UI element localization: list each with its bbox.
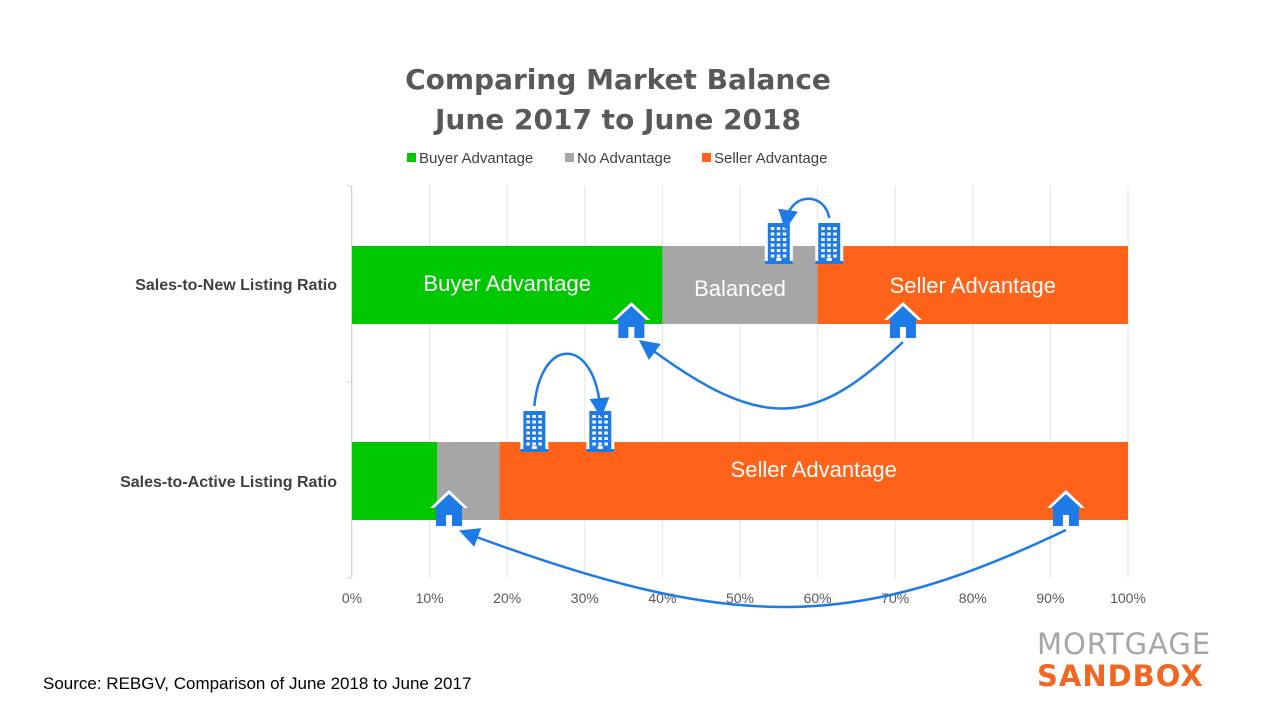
mortgage-sandbox-logo: MORTGAGE SANDBOX — [1037, 628, 1222, 692]
bar-segment — [352, 442, 438, 520]
house-icon — [1046, 490, 1085, 526]
house-icon — [883, 302, 922, 338]
house-icon — [430, 490, 468, 526]
bar-segment — [352, 246, 663, 324]
x-tick-label: 70% — [881, 590, 909, 606]
category-label: Sales-to-New Listing Ratio — [135, 277, 337, 294]
bar-segment — [499, 442, 1128, 520]
x-tick-label: 60% — [804, 590, 832, 606]
annotations — [430, 197, 1085, 609]
segment-label: Seller Advantage — [731, 457, 897, 482]
bars — [352, 246, 1128, 520]
x-tick-label: 0% — [342, 590, 362, 606]
x-tick-label: 20% — [493, 590, 521, 606]
logo-line2: SANDBOX — [1037, 659, 1204, 693]
x-tick-label: 30% — [571, 590, 599, 606]
house-icon — [612, 302, 651, 338]
segment-labels: Buyer Advantage Balanced Seller Advantage S… — [423, 271, 1056, 482]
change-arrow — [778, 197, 831, 230]
building-icon — [520, 408, 549, 452]
bar-segment — [817, 246, 1128, 324]
change-arrow — [533, 352, 610, 418]
chart-title-line1: Comparing Market Balance — [405, 63, 831, 96]
x-tick-label: 80% — [959, 590, 987, 606]
legend: Buyer Advantage No Advantage Seller Advant… — [407, 150, 827, 167]
segment-label: Seller Advantage — [890, 273, 1056, 298]
legend-swatch — [407, 153, 416, 162]
x-axis-ticks: 0% 10% 20% 30% 40% 50% 60% 70% 80% 90% 100% — [342, 590, 1146, 606]
change-arrow — [459, 528, 1067, 609]
x-tick-label: 90% — [1036, 590, 1064, 606]
segment-label: Buyer Advantage — [423, 271, 591, 296]
category-label: Sales-to-Active Listing Ratio — [120, 474, 337, 491]
building-icon — [815, 220, 844, 264]
chart-title-line2: June 2017 to June 2018 — [433, 103, 801, 136]
x-tick-label: 50% — [726, 590, 754, 606]
legend-swatch — [702, 153, 711, 162]
legend-label: No Advantage — [577, 150, 671, 167]
legend-label: Buyer Advantage — [419, 150, 533, 167]
change-arrow — [638, 340, 904, 410]
segment-label: Balanced — [694, 276, 786, 301]
logo-line1: MORTGAGE — [1037, 627, 1212, 661]
legend-swatch — [565, 153, 574, 162]
legend-label: Seller Advantage — [714, 150, 827, 167]
source-note: Source: REBGV, Comparison of June 2018 t… — [43, 674, 472, 693]
building-icon — [764, 220, 793, 264]
x-tick-label: 10% — [416, 590, 444, 606]
building-icon — [586, 408, 615, 452]
category-labels: Sales-to-New Listing Ratio Sales-to-Activ… — [120, 277, 337, 491]
x-tick-label: 100% — [1110, 590, 1146, 606]
